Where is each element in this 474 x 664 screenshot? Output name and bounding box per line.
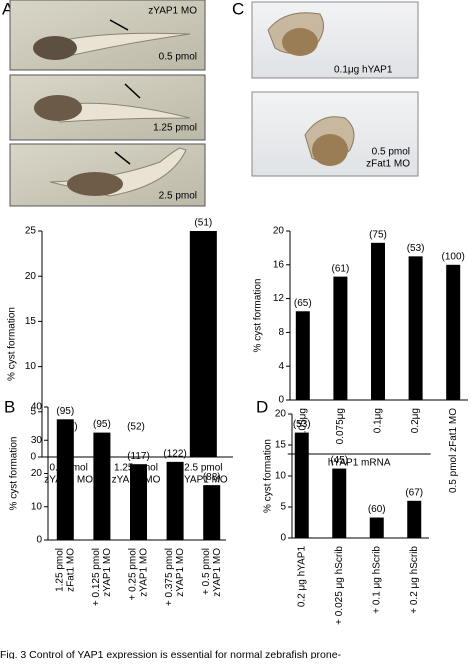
y-tick-label: 10 (25, 361, 37, 372)
x-tick-label: 0.2μg (410, 408, 421, 433)
image-caption: 2.5 pmol (159, 191, 197, 202)
x-tick-label: zYAP1 MO (139, 548, 150, 597)
x-tick-label: + 0.125 pmol (91, 548, 102, 606)
figure-caption: Fig. 3 Control of YAP1 expression is ess… (0, 649, 342, 659)
bar (93, 432, 111, 540)
bar (56, 419, 74, 540)
bar (407, 500, 422, 538)
x-tick-label: + 0.1 μg hScrib (371, 546, 382, 614)
y-tick-label: 30 (31, 435, 43, 446)
x-tick-label: 0.05μg (297, 408, 308, 439)
image-caption: zFat1 MO (366, 159, 410, 170)
x-tick-label: + 0.2 μg hScrib (409, 546, 420, 614)
image-caption: 0.1μg hYAP1 (334, 65, 393, 76)
x-tick-label: 1.25 pmol (54, 548, 65, 592)
y-axis-label: % cyst formation (9, 437, 20, 511)
y-tick-label: 0 (278, 395, 284, 406)
x-tick-label: zYAP1 MO (212, 548, 223, 597)
y-tick-label: 25 (25, 226, 37, 237)
y-tick-label: 15 (275, 440, 287, 451)
panel-label: B (4, 397, 15, 416)
y-tick-label: 4 (278, 361, 284, 372)
y-tick-label: 10 (31, 501, 43, 512)
y-axis-label: % cyst formation (7, 307, 18, 381)
y-tick-label: 40 (31, 402, 43, 413)
n-label: (51) (194, 218, 212, 229)
y-tick-label: 12 (273, 293, 285, 304)
n-label: (122) (163, 449, 186, 460)
x-tick-label: zFat1 MO (65, 548, 76, 592)
n-label: (60) (368, 504, 386, 515)
n-label: (67) (405, 487, 423, 498)
x-tick-label: zYAP1 MO (179, 475, 228, 486)
n-label: (61) (332, 263, 350, 274)
y-tick-label: 8 (278, 327, 284, 338)
y-tick-label: 20 (25, 271, 37, 282)
y-tick-label: 5 (30, 406, 36, 417)
x-tick-label: + 0.375 pmol (164, 548, 175, 606)
n-label: (88) (203, 472, 221, 483)
photo: 0.5 pmol zFat1 MO (251, 91, 419, 177)
n-label: (75) (369, 229, 387, 240)
n-label: (95) (93, 419, 111, 430)
y-tick-label: 20 (273, 226, 285, 237)
n-label: (65) (294, 298, 312, 309)
panel-label: D (256, 397, 268, 416)
y-axis-label: % cyst formation (253, 279, 264, 353)
bar (294, 432, 309, 538)
n-label: (117) (127, 451, 150, 462)
group-label: hYAP1 mRNA (328, 458, 391, 469)
photo: 0.1μg hYAP1 (251, 1, 419, 79)
x-tick-label: 2.5 pmol (184, 463, 222, 474)
bar (130, 464, 147, 540)
photo: 2.5 pmol (9, 143, 206, 207)
bar (369, 517, 384, 538)
n-label: (52) (127, 422, 145, 433)
n-label: (53) (293, 419, 311, 430)
x-tick-label: + 0.025 μg hScrib (334, 546, 345, 625)
x-tick-label: 0.1μg (373, 408, 384, 433)
image-caption: 1.25 pmol (153, 123, 197, 134)
x-tick-label: zYAP1 MO (175, 548, 186, 597)
x-tick-label: 0.2 μg hYAP1 (296, 546, 307, 608)
y-tick-label: 15 (25, 316, 37, 327)
photo: 1.25 pmol (9, 74, 206, 141)
y-tick-label: 5 (280, 502, 286, 513)
photo: zYAP1 MO 0.5 pmol (9, 0, 206, 71)
x-tick-label: + 0.25 pmol (128, 548, 139, 601)
bar (189, 231, 217, 457)
x-tick-label: + 0.5 pmol (201, 548, 212, 595)
y-tick-label: 20 (31, 468, 43, 479)
x-tick-label: 0.075μg (335, 408, 346, 444)
image-caption: 0.5 pmol (372, 147, 410, 158)
bar (333, 276, 348, 400)
n-label: (100) (442, 251, 465, 262)
y-tick-label: 20 (275, 409, 287, 420)
y-tick-label: 10 (275, 471, 287, 482)
bar (166, 461, 184, 540)
n-label: (95) (56, 406, 74, 417)
y-tick-label: 16 (273, 259, 285, 270)
y-tick-label: 0 (280, 533, 286, 544)
x-tick-label: 0.5 pmol zFat1 MO (448, 408, 459, 493)
y-tick-label: 0 (30, 452, 36, 463)
image-caption: zYAP1 MO (148, 6, 197, 17)
bar (203, 485, 221, 540)
bar (371, 242, 385, 400)
n-label: (45) (330, 455, 348, 466)
bar (295, 311, 310, 400)
bar (332, 468, 347, 538)
image-caption: 0.5 pmol (159, 52, 197, 63)
bar (408, 256, 423, 400)
x-tick-label: zYAP1 MO (102, 548, 113, 597)
panel-label: C (232, 0, 244, 18)
bar (446, 264, 461, 400)
n-label: (53) (407, 243, 425, 254)
y-tick-label: 0 (36, 535, 42, 546)
y-axis-label: % cyst formation (263, 439, 274, 513)
